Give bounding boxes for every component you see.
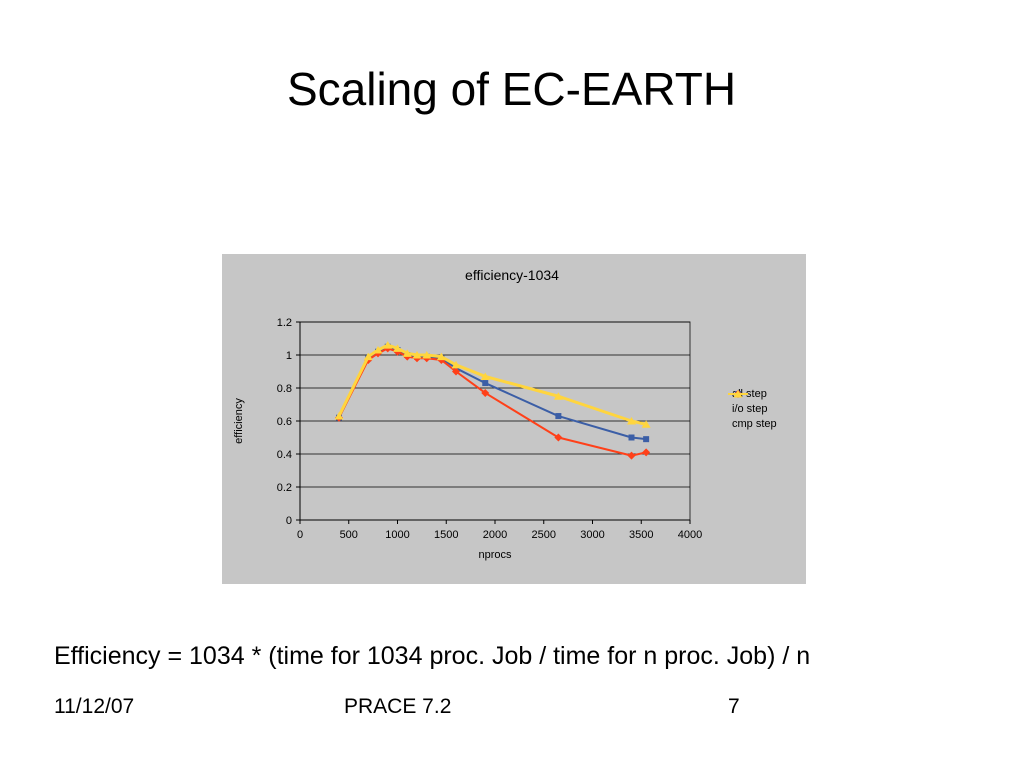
slide-title: Scaling of EC-EARTH <box>286 63 737 115</box>
marker-triangle <box>393 344 402 352</box>
marker-square <box>643 436 650 443</box>
legend-label: cmp step <box>732 418 777 430</box>
chart: 0 0.2 0.4 0.6 0.8 1 1.2 0 500 1000 1500 2000 2500 300… <box>222 254 806 584</box>
marker-triangle <box>334 412 344 420</box>
x-tick-label: 4000 <box>678 529 702 541</box>
marker-triangle <box>436 352 446 361</box>
x-tick-label: 1500 <box>434 529 458 541</box>
marker-triangle <box>383 341 393 349</box>
x-tick-label: 2000 <box>483 529 507 541</box>
y-tick-label: 1.2 <box>277 317 292 329</box>
y-tick-label: 0.6 <box>277 416 292 428</box>
legend-item-cmp-step: cmp step <box>728 390 777 430</box>
marker-triangle <box>373 346 383 354</box>
x-tick-label: 1000 <box>385 529 409 541</box>
y-axis-label: efficiency <box>233 398 245 444</box>
y-tick-label: 0.8 <box>277 383 292 395</box>
chart-svg: 0 0.2 0.4 0.6 0.8 1 1.2 0 500 1000 1500 2000 2500 300… <box>222 254 806 584</box>
chart-legend: all step i/o step cmp step <box>728 388 777 430</box>
y-tick-label: 0 <box>286 515 292 527</box>
footer-label: PRACE 7.2 <box>344 695 452 718</box>
legend-item-i-o-step: i/o step <box>728 390 777 415</box>
y-tick-label: 0.4 <box>277 449 292 461</box>
x-tick-label: 0 <box>297 529 303 541</box>
y-tick-label: 0.2 <box>277 482 292 494</box>
marker-triangle <box>641 420 651 428</box>
legend-marker <box>728 390 748 398</box>
y-tick-label: 1 <box>286 350 292 362</box>
footer-date: 11/12/07 <box>54 695 135 718</box>
marker-square <box>555 413 562 420</box>
marker-triangle <box>422 351 432 359</box>
marker-triangle <box>451 360 461 369</box>
marker-diamond <box>452 367 460 376</box>
marker-square <box>482 380 489 387</box>
chart-title: efficiency-1034 <box>465 267 559 283</box>
marker-triangle <box>412 351 422 359</box>
marker-diamond <box>642 448 651 457</box>
legend-label: i/o step <box>732 403 768 415</box>
marker-triangle <box>402 349 412 357</box>
slide-number: 7 <box>728 695 740 718</box>
marker-triangle <box>627 417 636 425</box>
x-axis-label: nprocs <box>478 549 512 561</box>
x-tick-label: 500 <box>340 529 358 541</box>
marker-triangle <box>363 352 373 361</box>
formula-text: Efficiency = 1034 * (time for 1034 proc.… <box>54 642 811 670</box>
x-tick-label: 3000 <box>580 529 604 541</box>
marker-square <box>628 434 635 441</box>
x-tick-label: 3500 <box>629 529 653 541</box>
marker-diamond <box>481 388 490 397</box>
marker-diamond <box>627 451 636 460</box>
marker-triangle <box>553 392 563 400</box>
x-tick-label: 2500 <box>532 529 556 541</box>
marker-diamond <box>554 433 563 442</box>
marker-triangle <box>480 372 490 380</box>
